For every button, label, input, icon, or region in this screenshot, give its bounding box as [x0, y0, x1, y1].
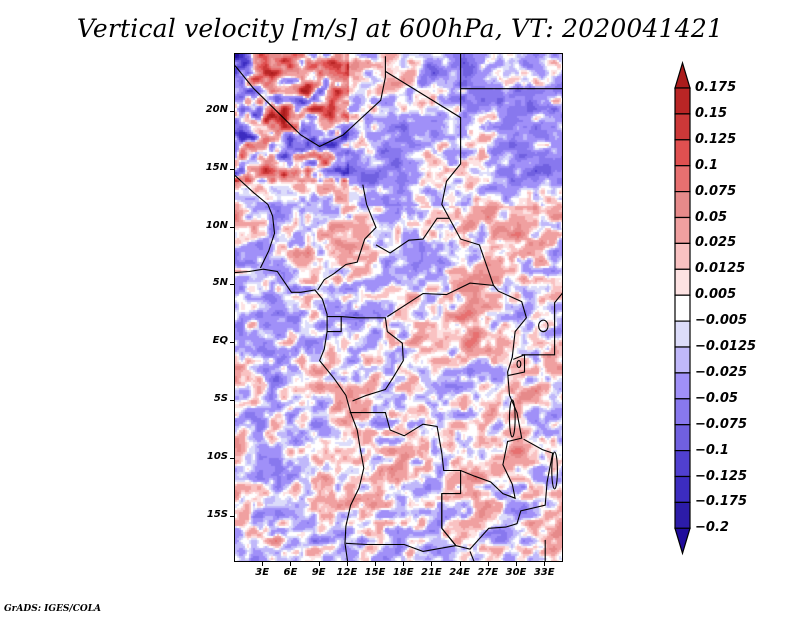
border-line	[375, 217, 450, 254]
plot-title: Vertical velocity [m/s] at 600hPa, VT: 2…	[76, 14, 724, 43]
lon-tick-label: 21E	[421, 567, 442, 578]
lon-tick	[318, 562, 320, 566]
lon-tick	[262, 562, 264, 566]
border-line	[327, 316, 404, 402]
lat-tick-label: 15S	[206, 508, 228, 520]
colorbar-label: −0.0125	[695, 339, 757, 354]
velocity-field	[235, 54, 562, 561]
colorbar-label: 0.05	[695, 209, 728, 225]
colorbar-box	[674, 216, 691, 244]
colorbar-label: −0.025	[695, 364, 748, 380]
border-line	[327, 316, 342, 333]
border-line	[235, 56, 386, 148]
lat-tick	[230, 457, 234, 459]
lat-tick-label: EQ	[212, 335, 228, 347]
lon-tick	[375, 562, 376, 566]
colorbar-box	[674, 501, 691, 529]
colorbar-box	[674, 320, 691, 348]
colorbar-box	[674, 346, 691, 374]
lon-tick	[290, 562, 292, 566]
colorbar-label: 0.005	[695, 287, 737, 303]
colorbar-label: 0.0125	[695, 261, 746, 277]
lake-outline	[516, 359, 522, 369]
colorbar-box	[674, 165, 691, 193]
colorbar-max-arrow	[674, 60, 691, 89]
border-line	[521, 292, 562, 356]
lake-outline	[551, 451, 558, 490]
lon-tick-label: 15E	[364, 567, 386, 578]
lon-tick-label: 12E	[336, 567, 358, 578]
lon-tick	[516, 562, 517, 566]
colorbar-box	[674, 242, 691, 270]
colorbar-box	[674, 268, 691, 296]
colorbar-box	[674, 139, 691, 167]
colorbar-label: −0.1	[695, 442, 729, 458]
colorbar-min-arrow	[674, 527, 691, 556]
lat-tick-label: 5S	[213, 393, 228, 405]
colorbar-label: 0.1	[695, 157, 719, 173]
colorbar-label: 0.15	[695, 105, 728, 121]
border-line	[317, 184, 377, 291]
colorbar-box	[674, 372, 691, 400]
lat-tick-label: 15N	[205, 161, 228, 173]
colorbar-box	[674, 113, 691, 141]
border-line	[235, 175, 276, 269]
lat-tick-label: 10N	[205, 219, 228, 231]
border-line	[469, 551, 475, 561]
colorbar-label: −0.2	[695, 520, 729, 536]
border-line	[507, 353, 526, 377]
lat-tick	[230, 400, 234, 402]
lat-tick-label: 10S	[206, 450, 228, 462]
border-line	[385, 70, 495, 318]
grads-credit: GrADS: IGES/COLA	[4, 604, 102, 614]
colorbar-label: −0.05	[695, 390, 738, 406]
lon-tick-label: 3E	[255, 567, 270, 578]
lon-tick	[403, 562, 405, 566]
colorbar-box	[674, 87, 691, 115]
lake-outline	[508, 399, 516, 438]
border-line	[460, 285, 528, 500]
lat-tick	[230, 226, 234, 228]
colorbar-label: −0.005	[695, 313, 748, 329]
lon-tick	[544, 562, 546, 566]
colorbar-label: 0.125	[695, 131, 737, 147]
colorbar-box	[674, 294, 691, 322]
lon-tick	[431, 562, 433, 566]
lon-tick	[346, 562, 348, 566]
colorbar-box	[674, 475, 691, 503]
lat-tick-label: 5N	[212, 277, 228, 289]
lon-tick	[487, 562, 489, 566]
lat-tick	[230, 284, 234, 286]
lat-tick	[230, 342, 234, 344]
lon-tick-label: 9E	[311, 567, 326, 578]
border-line	[235, 268, 365, 561]
border-line	[441, 438, 554, 550]
colorbar-box	[674, 450, 691, 478]
colorbar-label: 0.175	[695, 80, 737, 95]
lon-tick-label: 27E	[477, 567, 499, 578]
colorbar-box	[674, 424, 691, 452]
colorbar-box	[674, 191, 691, 219]
map-panel	[234, 53, 563, 562]
lon-tick	[459, 562, 461, 566]
colorbar-box	[674, 398, 691, 426]
colorbar-label: −0.175	[695, 494, 748, 510]
colorbar-label: −0.075	[695, 416, 748, 432]
lon-tick-label: 24E	[449, 567, 470, 578]
country-borders	[235, 54, 562, 561]
lat-tick	[230, 515, 234, 517]
lat-tick	[230, 168, 234, 170]
lon-tick-label: 33E	[533, 567, 555, 578]
colorbar-label: 0.025	[695, 235, 737, 251]
lon-tick-label: 6E	[283, 567, 298, 578]
lat-tick-label: 20N	[205, 103, 228, 115]
colorbar-label: −0.125	[695, 468, 748, 484]
lat-tick	[230, 110, 234, 112]
lon-tick-label: 18E	[392, 567, 414, 578]
lake-outline	[538, 319, 549, 333]
lon-tick-label: 30E	[505, 567, 527, 578]
colorbar-label: 0.075	[695, 183, 737, 199]
